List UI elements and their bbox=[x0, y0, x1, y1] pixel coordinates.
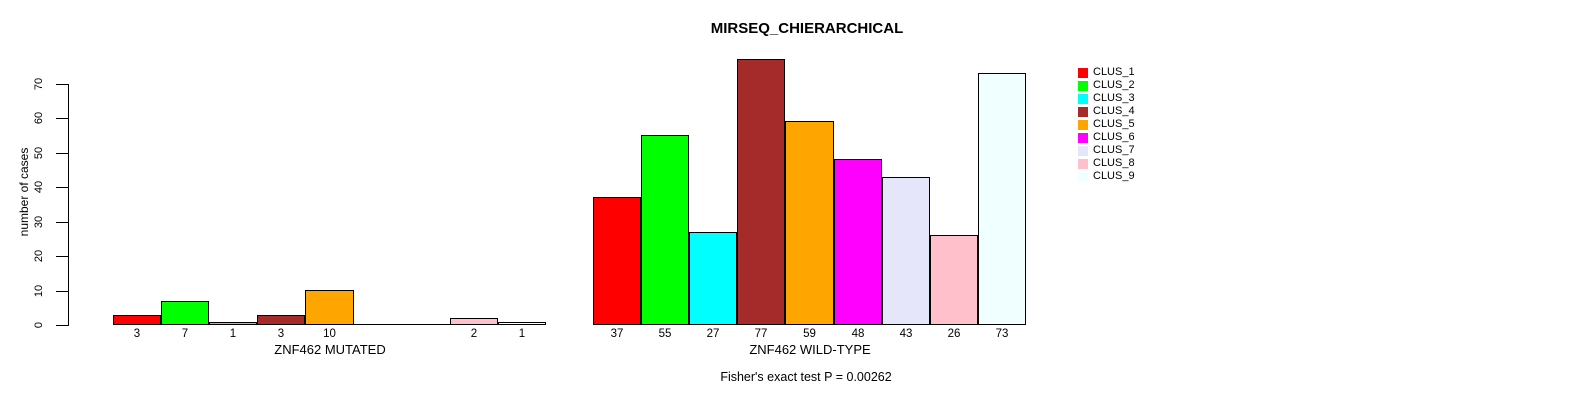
bar-value-label: 48 bbox=[851, 328, 865, 340]
x-axis-group-label-wild-type: ZNF462 WILD-TYPE bbox=[749, 342, 871, 357]
y-tick-label: 0 bbox=[33, 321, 45, 329]
y-tick-label: 10 bbox=[33, 284, 45, 298]
legend-swatch bbox=[1078, 93, 1088, 104]
bar bbox=[498, 322, 546, 325]
legend-item: CLUS_9 bbox=[1078, 170, 1135, 183]
legend-label: CLUS_5 bbox=[1093, 118, 1135, 130]
bar-value-label: 59 bbox=[803, 328, 816, 340]
bar bbox=[305, 290, 354, 325]
bar-value-label: 3 bbox=[133, 328, 141, 340]
zero-bar bbox=[402, 324, 450, 325]
legend-swatch bbox=[1078, 171, 1088, 182]
legend-swatch bbox=[1078, 67, 1088, 78]
y-tick bbox=[56, 256, 68, 257]
bar-value-label: 55 bbox=[658, 328, 672, 340]
y-tick bbox=[56, 291, 68, 292]
chart-title: MIRSEQ_CHIERARCHICAL bbox=[710, 20, 904, 37]
bar bbox=[689, 232, 737, 325]
bar bbox=[641, 135, 689, 325]
y-tick-label: 70 bbox=[33, 77, 45, 91]
y-axis-title: number of cases bbox=[17, 147, 31, 237]
y-tick bbox=[56, 153, 68, 154]
legend-swatch bbox=[1078, 106, 1088, 117]
y-tick bbox=[56, 187, 68, 188]
bar-value-label: 43 bbox=[899, 328, 913, 340]
y-tick bbox=[56, 84, 68, 85]
bar bbox=[593, 197, 641, 325]
zero-bar bbox=[354, 324, 402, 325]
legend-swatch bbox=[1078, 119, 1088, 130]
bar bbox=[450, 318, 498, 325]
y-tick-label: 30 bbox=[33, 215, 45, 229]
legend-label: CLUS_2 bbox=[1093, 79, 1135, 91]
y-tick-label: 60 bbox=[33, 111, 45, 125]
bar-value-label: 77 bbox=[754, 328, 768, 340]
bar bbox=[209, 322, 257, 325]
bar bbox=[978, 73, 1026, 325]
bar bbox=[257, 315, 305, 325]
fisher-test-annotation: Fisher's exact test P = 0.00262 bbox=[720, 370, 892, 384]
y-tick-label: 50 bbox=[33, 146, 45, 160]
legend-item: CLUS_5 bbox=[1078, 118, 1135, 131]
y-tick-label: 20 bbox=[33, 249, 45, 263]
y-axis-line bbox=[68, 84, 69, 326]
legend-item: CLUS_4 bbox=[1078, 105, 1135, 118]
bar bbox=[785, 121, 834, 325]
legend-label: CLUS_4 bbox=[1093, 105, 1135, 117]
legend-item: CLUS_3 bbox=[1078, 92, 1135, 105]
bar-value-label: 10 bbox=[323, 328, 336, 340]
legend-item: CLUS_1 bbox=[1078, 66, 1135, 79]
bar-value-label: 37 bbox=[610, 328, 624, 340]
bar-value-label: 26 bbox=[947, 328, 961, 340]
legend-item: CLUS_6 bbox=[1078, 131, 1135, 144]
bar bbox=[113, 315, 161, 325]
y-tick bbox=[56, 325, 68, 326]
bar bbox=[930, 235, 978, 325]
x-axis-group-label-mutated: ZNF462 MUTATED bbox=[274, 342, 386, 357]
bar bbox=[161, 301, 209, 325]
y-tick bbox=[56, 118, 68, 119]
legend-label: CLUS_9 bbox=[1093, 170, 1135, 182]
bar bbox=[834, 159, 882, 325]
bar-value-label: 7 bbox=[181, 328, 189, 340]
bar-value-label: 1 bbox=[518, 328, 526, 340]
legend-label: CLUS_6 bbox=[1093, 131, 1135, 143]
legend-swatch bbox=[1078, 145, 1088, 156]
bar-value-label: 27 bbox=[706, 328, 720, 340]
bar-value-label: 73 bbox=[995, 328, 1009, 340]
bar-value-label: 3 bbox=[277, 328, 285, 340]
legend-swatch bbox=[1078, 158, 1088, 169]
bar bbox=[737, 59, 785, 325]
legend-label: CLUS_3 bbox=[1093, 92, 1135, 104]
bar-value-label: 2 bbox=[470, 328, 478, 340]
legend-swatch bbox=[1078, 80, 1088, 91]
legend-item: CLUS_2 bbox=[1078, 79, 1135, 92]
bar-value-label: 1 bbox=[229, 328, 237, 340]
y-tick bbox=[56, 222, 68, 223]
y-tick-label: 40 bbox=[33, 180, 45, 194]
legend-item: CLUS_8 bbox=[1078, 157, 1135, 170]
legend-swatch bbox=[1078, 132, 1088, 143]
legend-label: CLUS_8 bbox=[1093, 157, 1135, 169]
legend-label: CLUS_1 bbox=[1093, 66, 1135, 78]
legend-label: CLUS_7 bbox=[1093, 144, 1135, 156]
bar bbox=[882, 177, 930, 325]
legend-item: CLUS_7 bbox=[1078, 144, 1135, 157]
